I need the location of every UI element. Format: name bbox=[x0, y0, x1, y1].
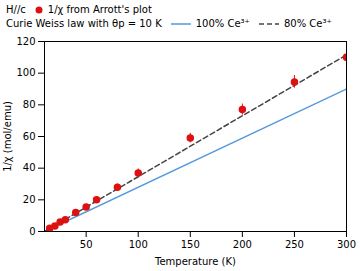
svg-text:60: 60 bbox=[23, 131, 36, 142]
html-text:100% Ce³⁺: 100% Ce³⁺ bbox=[195, 18, 250, 29]
svg-text:1/χ (mol/emu): 1/χ (mol/emu) bbox=[2, 101, 13, 172]
svg-text:200: 200 bbox=[233, 239, 252, 250]
svg-text:250: 250 bbox=[285, 239, 304, 250]
html-text:H//c: H//c bbox=[6, 4, 26, 15]
html-text:Curie Weiss law with θp = 10 K: Curie Weiss law with θp = 10 K bbox=[6, 18, 162, 29]
svg-text:120: 120 bbox=[16, 36, 35, 47]
svg-text:Temperature (K): Temperature (K) bbox=[154, 256, 236, 267]
svg-text:50: 50 bbox=[80, 239, 93, 250]
svg-text:80: 80 bbox=[23, 99, 36, 110]
svg-text:150: 150 bbox=[181, 239, 200, 250]
html-text:1/χ from Arrott's plot: 1/χ from Arrott's plot bbox=[47, 4, 152, 15]
svg-text:100: 100 bbox=[16, 67, 35, 78]
svg-text:20: 20 bbox=[23, 194, 36, 205]
svg-text:40: 40 bbox=[23, 162, 36, 173]
html-text:80% Ce³⁺: 80% Ce³⁺ bbox=[283, 18, 332, 29]
svg-text:300: 300 bbox=[337, 239, 356, 250]
svg-text:100: 100 bbox=[129, 239, 148, 250]
svg-text:0: 0 bbox=[29, 226, 35, 237]
